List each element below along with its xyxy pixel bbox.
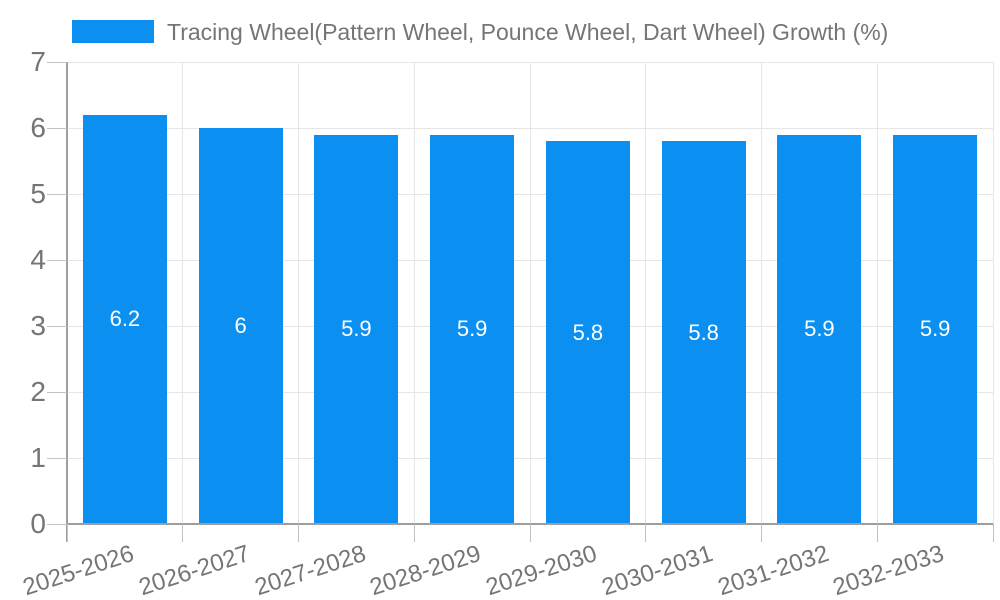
bar-value-label: 5.9 [919,316,951,342]
bar [777,134,862,524]
y-tick-mark [47,391,67,393]
y-axis-tick-label: 1 [30,442,46,473]
x-axis-tick-label: 2031-2032 [714,540,832,600]
x-axis-tick-label: 2030-2031 [598,540,716,600]
x-axis-tick-label: 2026-2027 [135,540,253,600]
bar [430,134,515,524]
y-axis-tick-label: 6 [30,112,46,143]
v-gridline [413,62,415,524]
v-gridline [182,62,184,524]
x-tick-mark [645,524,647,542]
y-tick-mark [47,127,67,129]
plot-area: 6.2 6 5.9 5.9 5.8 5.8 5.9 5.9 [67,61,994,524]
y-tick-mark [47,523,67,525]
bar-value-label: 6 [234,313,247,338]
x-axis-tick-label: 2027-2028 [251,540,369,600]
y-tick-mark [47,61,67,63]
y-axis-tick-label: 4 [30,244,46,275]
x-tick-mark [992,524,994,542]
v-gridline [992,62,994,524]
x-axis-tick-label: 2032-2033 [829,540,948,600]
legend-swatch [72,20,154,43]
legend-series-label: Tracing Wheel(Pattern Wheel, Pounce Whee… [167,19,889,45]
x-tick-mark [529,524,531,542]
bar-value-label: 5.9 [456,316,488,342]
v-gridline [645,62,647,524]
v-gridline [298,62,299,524]
bar-value-label: 5.9 [804,316,835,342]
v-gridline [876,62,878,524]
bar [545,141,630,524]
x-tick-mark [413,524,415,542]
bar [661,141,746,524]
x-tick-mark [182,524,184,542]
x-tick-mark [876,524,878,542]
bar [198,128,283,524]
x-axis-tick-label: 2028-2029 [366,540,485,600]
bar-value-label: 6.2 [109,306,141,332]
y-axis-tick-label: 0 [30,508,46,539]
y-axis-line [66,62,68,542]
y-tick-mark [47,457,67,459]
y-axis-tick-label: 7 [30,46,46,77]
bar-value-label: 5.8 [688,319,719,345]
bar-value-label: 5.9 [341,316,372,342]
y-tick-mark [47,193,67,195]
y-axis-tick-label: 5 [30,178,46,209]
x-axis-tick-label: 2025-2026 [19,540,138,600]
x-axis-tick-label: 2029-2030 [482,540,601,600]
bar [893,134,978,524]
bar-value-label: 5.8 [572,319,604,345]
bar [314,134,399,524]
v-gridline [761,62,762,524]
v-gridline [529,62,531,524]
y-tick-mark [47,325,67,327]
x-tick-mark [66,524,68,542]
x-tick-mark [761,524,762,542]
y-tick-mark [47,259,67,261]
y-axis-tick-label: 2 [30,376,46,407]
x-tick-mark [298,524,299,542]
y-axis-tick-label: 3 [30,310,46,341]
bar [82,114,167,524]
